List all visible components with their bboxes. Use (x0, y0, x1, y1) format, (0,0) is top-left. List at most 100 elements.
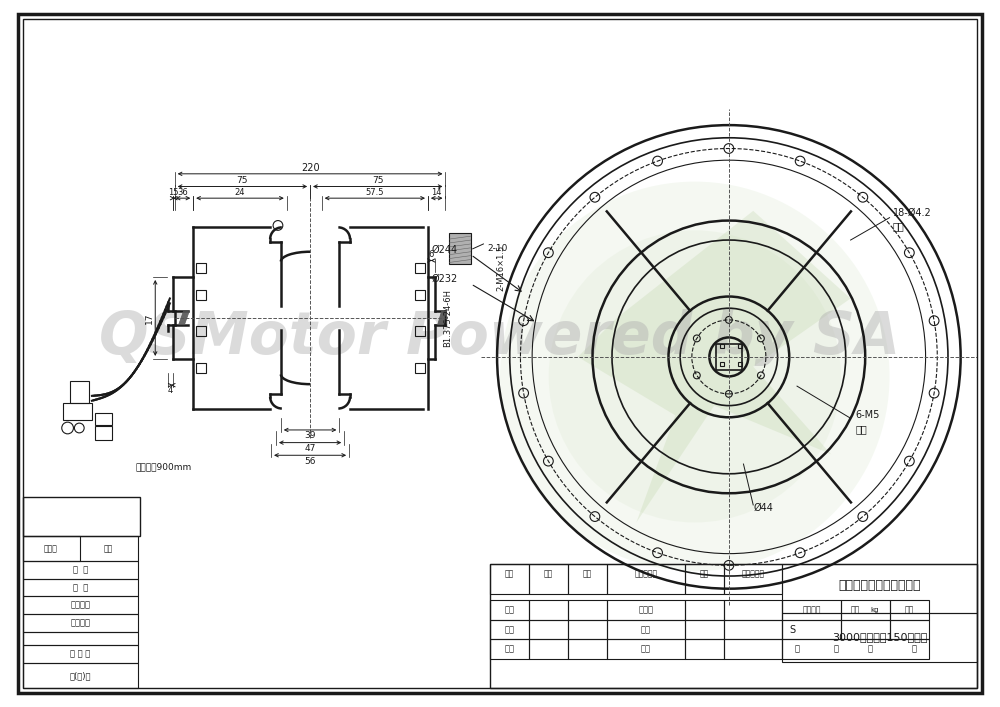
Bar (568, 600, 607, 620)
Bar (890, 600, 929, 620)
Circle shape (549, 230, 841, 522)
Bar (23, 631, 138, 645)
Text: B1.375-24-6H: B1.375-24-6H (443, 289, 452, 347)
Bar (724, 620, 782, 639)
Text: 范图图号: 范图图号 (70, 619, 90, 627)
Text: Ø244: Ø244 (432, 245, 458, 255)
Bar (782, 600, 841, 620)
Bar (890, 620, 929, 639)
Bar (196, 363, 206, 373)
Text: 14: 14 (431, 188, 442, 197)
Bar (607, 564, 685, 594)
Bar (490, 620, 529, 639)
Text: 共: 共 (795, 645, 800, 653)
Bar (568, 564, 607, 594)
Text: 签名: 签名 (700, 570, 709, 578)
Bar (95, 414, 112, 425)
Text: 第: 第 (868, 645, 873, 653)
Bar (449, 233, 471, 264)
Text: 设计: 设计 (505, 606, 515, 614)
Bar (529, 620, 568, 639)
Text: 处数: 处数 (544, 570, 553, 578)
Bar (23, 597, 138, 614)
Bar (607, 620, 685, 639)
Text: 台州市全顺电机有限公司: 台州市全顺电机有限公司 (839, 579, 921, 592)
Bar (720, 344, 724, 348)
Text: 一(通)用: 一(通)用 (70, 671, 91, 680)
Text: 批准: 批准 (641, 645, 651, 653)
Text: 出线长：900mm: 出线长：900mm (136, 462, 192, 472)
Text: 36: 36 (178, 188, 188, 197)
Text: 220: 220 (301, 163, 319, 173)
Text: 2-M16×1.5: 2-M16×1.5 (496, 245, 505, 291)
Bar (529, 639, 568, 659)
Text: 均布: 均布 (892, 221, 904, 231)
Bar (490, 600, 529, 620)
Bar (23, 662, 138, 688)
Bar (724, 639, 782, 659)
Text: 审核: 审核 (641, 625, 651, 634)
Bar (196, 290, 206, 300)
Text: 签  字: 签 字 (73, 583, 88, 592)
Bar (529, 600, 568, 620)
Text: 档案员: 档案员 (44, 544, 58, 554)
Bar (196, 263, 206, 273)
Text: 校对: 校对 (505, 625, 515, 634)
Bar (490, 639, 529, 659)
Text: 6: 6 (429, 250, 434, 259)
Text: 6-M5: 6-M5 (855, 410, 880, 421)
Bar (23, 645, 138, 662)
Text: 日  期: 日 期 (73, 566, 88, 575)
Text: 4: 4 (168, 387, 173, 395)
Text: 3000辐条电机150外形图: 3000辐条电机150外形图 (832, 632, 927, 643)
Text: 24: 24 (235, 188, 245, 197)
Text: 57.5: 57.5 (366, 188, 384, 197)
Bar (738, 362, 742, 366)
Text: 张: 张 (833, 645, 838, 653)
Text: 更改文件号: 更改文件号 (635, 570, 658, 578)
Text: 标准化: 标准化 (639, 606, 654, 614)
Bar (720, 362, 724, 366)
Text: 阶段标记: 阶段标记 (802, 606, 821, 614)
Text: 75: 75 (372, 176, 384, 185)
Bar (724, 564, 782, 594)
Text: 15: 15 (169, 188, 179, 197)
Bar (685, 620, 724, 639)
Bar (685, 600, 724, 620)
Text: Ø232: Ø232 (432, 274, 458, 284)
Text: 47: 47 (304, 444, 316, 453)
Bar (23, 497, 140, 536)
Bar (490, 564, 977, 688)
Bar (490, 564, 529, 594)
Text: 75: 75 (237, 176, 248, 185)
Text: 工艺: 工艺 (505, 645, 515, 653)
Text: 应用图号: 应用图号 (70, 601, 90, 609)
Text: Ø44: Ø44 (753, 503, 773, 513)
Text: 17: 17 (145, 312, 154, 324)
Bar (738, 344, 742, 348)
Text: S: S (789, 624, 795, 635)
Bar (841, 620, 890, 639)
Text: 日期: 日期 (104, 544, 113, 554)
Bar (685, 639, 724, 659)
Bar (568, 620, 607, 639)
Text: 18-Ø4.2: 18-Ø4.2 (892, 208, 931, 218)
Bar (529, 564, 568, 594)
Bar (782, 564, 977, 613)
Bar (724, 600, 782, 620)
Bar (782, 613, 977, 662)
Bar (23, 561, 138, 579)
Text: 张: 张 (911, 645, 916, 653)
Bar (782, 620, 841, 639)
Text: 年、月、日: 年、月、日 (742, 570, 765, 578)
Text: 56: 56 (304, 457, 316, 466)
Bar (568, 639, 607, 659)
Text: 重量: 重量 (851, 606, 860, 614)
Text: 39: 39 (304, 431, 316, 440)
Text: 均布: 均布 (855, 424, 867, 434)
Bar (23, 579, 138, 597)
Bar (70, 381, 89, 403)
Bar (196, 327, 206, 336)
Bar (415, 327, 425, 336)
Circle shape (500, 182, 890, 571)
